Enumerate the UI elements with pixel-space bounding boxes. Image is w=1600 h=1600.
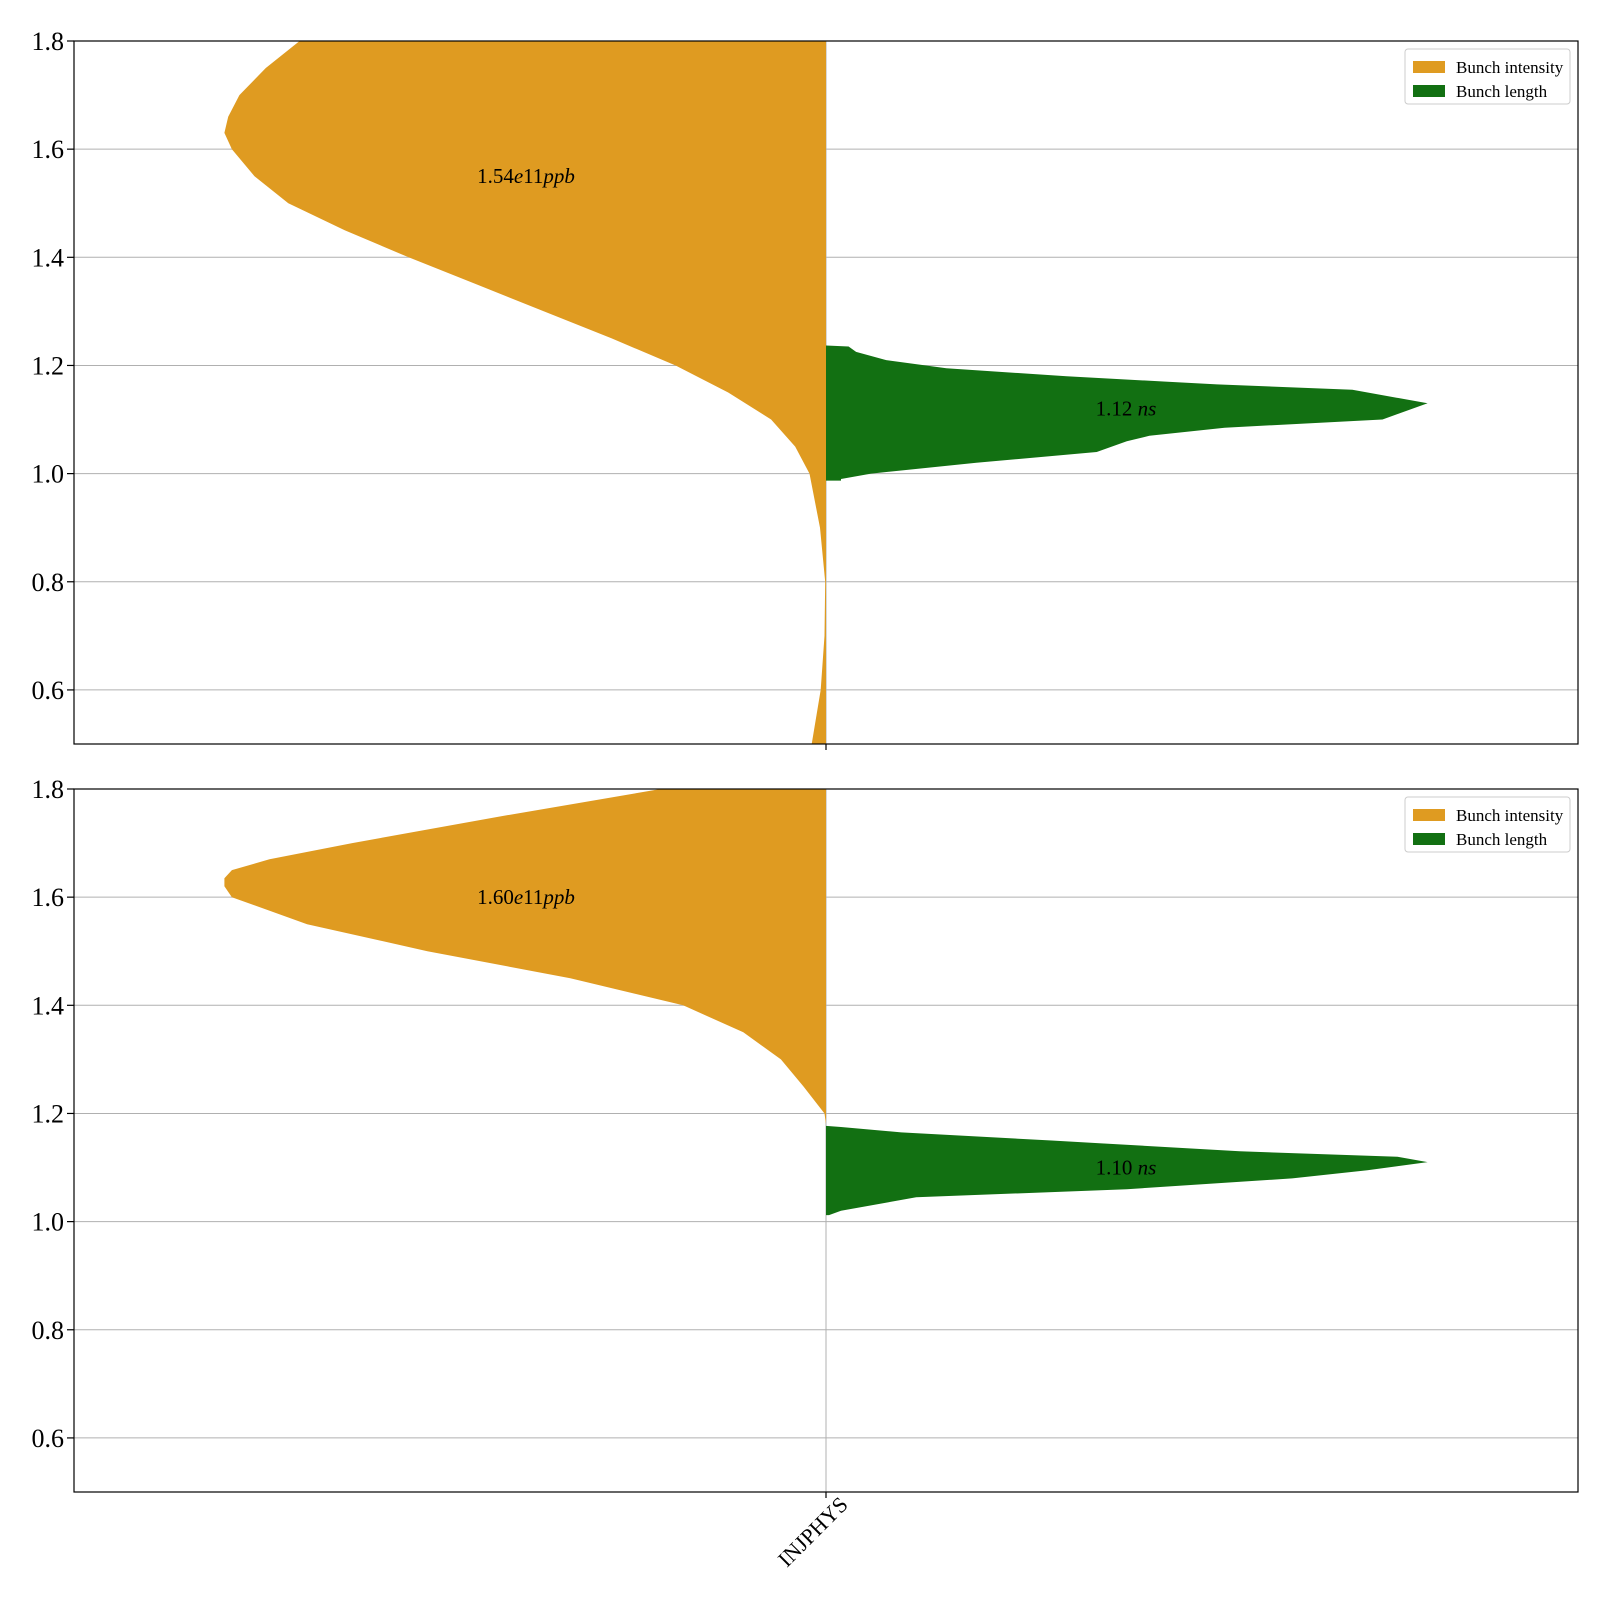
y-tick-label: 0.6 (32, 676, 65, 705)
violin-bunch-intensity (224, 41, 826, 744)
legend: Bunch intensity Bunch length (1404, 796, 1571, 853)
legend-swatch-1 (1413, 809, 1445, 821)
violin-group (224, 41, 1428, 744)
legend-label-2: Bunch length (1456, 830, 1548, 849)
median-label-bunch-length: 1.10 ns (1096, 1156, 1157, 1180)
legend-swatch-2 (1413, 85, 1445, 97)
y-tick-label: 0.6 (32, 1424, 65, 1453)
y-tick-label: 0.8 (32, 1316, 65, 1345)
median-label-bunch-length: 1.12 ns (1096, 397, 1157, 421)
y-tick-label: 1.0 (32, 1208, 65, 1237)
legend: Bunch intensity Bunch length (1404, 48, 1571, 105)
violin-bunch-length (826, 1125, 1428, 1216)
legend-swatch-1 (1413, 61, 1445, 73)
chart-panel-2: 1.60e11ppb 1.10 ns 0.6 0.8 1.0 1.2 1.4 1.6 1.8 Bu… (32, 775, 1579, 1572)
legend-label-2: Bunch length (1456, 82, 1548, 101)
legend-box (1404, 796, 1571, 853)
y-tick-label: 1.8 (32, 27, 65, 56)
violin-bunch-intensity (224, 789, 826, 1125)
median-label-bunch-intensity: 1.54e11ppb (477, 164, 575, 188)
y-tick-label: 0.8 (32, 568, 65, 597)
legend-box (1404, 48, 1571, 105)
legend-swatch-2 (1413, 833, 1445, 845)
x-tick-label-injphys: INJPHYS (773, 1492, 853, 1572)
y-tick-label: 1.2 (32, 351, 65, 380)
y-tick-label: 1.4 (32, 243, 65, 272)
y-tick-label: 1.6 (32, 883, 65, 912)
y-tick-label: 1.2 (32, 1099, 65, 1128)
violin-group (224, 789, 1428, 1216)
y-tick-label: 1.6 (32, 135, 65, 164)
y-tick-label: 1.8 (32, 775, 65, 804)
legend-label-1: Bunch intensity (1456, 806, 1564, 825)
y-tick-label: 1.4 (32, 991, 65, 1020)
chart-panel-1: 1.54e11ppb 1.12 ns 0.6 0.8 1.0 1.2 1.4 1.6 1.8 Bu… (32, 27, 1579, 750)
y-tick-label: 1.0 (32, 460, 65, 489)
legend-label-1: Bunch intensity (1456, 58, 1564, 77)
median-label-bunch-intensity: 1.60e11ppb (477, 885, 575, 909)
violin-bunch-length (826, 345, 1428, 481)
